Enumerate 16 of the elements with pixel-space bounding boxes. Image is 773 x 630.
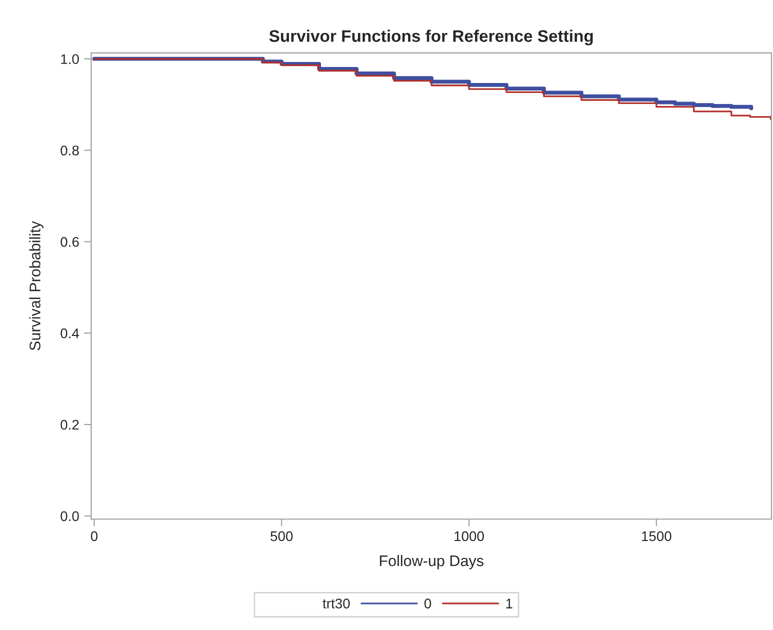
chart-title: Survivor Functions for Reference Setting <box>269 30 593 46</box>
legend-label: 1 <box>506 598 512 608</box>
y-tick-label: 0.8 <box>60 146 79 156</box>
x-axis-title: Follow-up Days <box>380 554 484 570</box>
legend-label: 0 <box>424 598 432 608</box>
y-tick-label: 0.2 <box>60 420 79 430</box>
y-tick-label: 1.0 <box>61 54 79 64</box>
y-axis-title: Survival Probability <box>29 221 44 350</box>
x-tick-label: 1500 <box>642 531 672 542</box>
legend-title: trt30 <box>322 598 350 608</box>
x-tick-label: 1000 <box>454 531 484 542</box>
y-tick-label: 0.6 <box>60 237 79 247</box>
x-tick-label: 0 <box>90 531 98 542</box>
y-tick-label: 0.0 <box>60 511 79 522</box>
x-tick-label: 500 <box>270 531 293 542</box>
y-tick-label: 0.4 <box>60 328 80 338</box>
